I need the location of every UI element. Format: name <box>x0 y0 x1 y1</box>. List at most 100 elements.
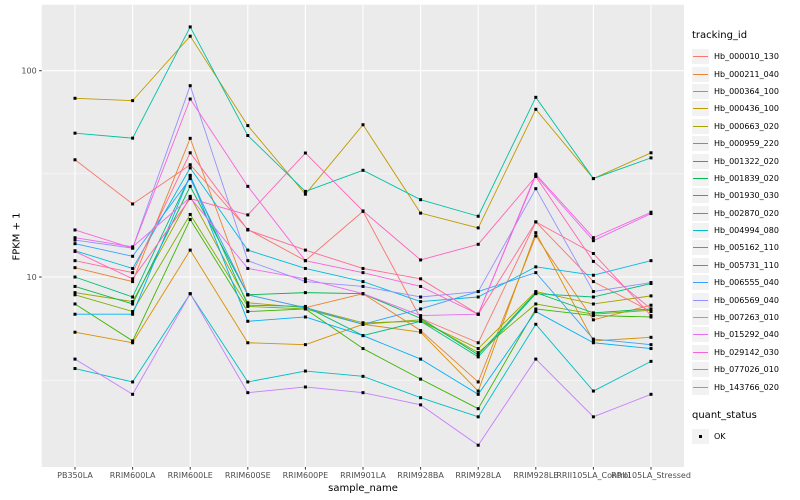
data-point-marker <box>303 369 307 373</box>
legend-quant-items: OK <box>692 428 798 445</box>
legend-title-tracking-id: tracking_id <box>692 30 748 41</box>
data-point-marker <box>419 403 423 407</box>
data-point-marker <box>73 228 77 232</box>
data-point-marker <box>73 266 77 270</box>
legend-key-swatch <box>692 257 709 273</box>
data-point-marker <box>591 302 595 306</box>
data-point-marker <box>476 443 480 447</box>
legend-key-line <box>693 125 708 127</box>
legend-item-Hb_002870_020: Hb_002870_020 <box>692 205 798 222</box>
data-point-marker <box>534 322 538 326</box>
legend-key-swatch <box>692 379 709 395</box>
data-point-marker <box>303 151 307 155</box>
data-point-marker <box>419 211 423 215</box>
legend-item-Hb_006555_040: Hb_006555_040 <box>692 274 798 291</box>
data-point-marker <box>361 123 365 127</box>
data-point-marker <box>246 228 250 232</box>
data-point-marker <box>131 271 135 275</box>
data-point-marker <box>188 173 192 177</box>
data-point-marker <box>591 318 595 322</box>
data-point-marker <box>188 163 192 167</box>
data-point-marker <box>246 380 250 384</box>
data-point-marker <box>246 310 250 314</box>
data-point-marker <box>419 284 423 288</box>
x-tick-label: RRIM600LE <box>168 471 213 480</box>
legend-key-swatch <box>692 118 709 134</box>
legend-item-label: Hb_143766_020 <box>714 382 779 392</box>
data-point-marker <box>361 374 365 378</box>
data-point-marker <box>476 214 480 218</box>
legend-key-swatch <box>692 310 709 326</box>
legend-key-line <box>693 247 708 249</box>
legend-title-quant-status: quant_status <box>692 409 757 421</box>
legend-key-swatch <box>692 205 709 221</box>
data-point-marker <box>188 212 192 216</box>
data-point-marker <box>534 302 538 306</box>
data-point-marker <box>361 322 365 326</box>
data-point-marker <box>361 321 365 325</box>
legend-key-swatch <box>692 170 709 186</box>
data-point-marker <box>188 25 192 29</box>
data-point-marker <box>534 175 538 179</box>
x-tick-label: PB350LA <box>57 471 93 480</box>
x-tick-label: RRIM928LA <box>455 471 501 480</box>
data-point-marker <box>419 314 423 318</box>
data-point-marker <box>649 151 653 155</box>
legend-key-line <box>693 386 708 388</box>
legend-key-swatch <box>692 292 709 308</box>
data-point-marker <box>73 242 77 246</box>
legend-item-label: Hb_015292_040 <box>714 330 779 340</box>
legend-item-label: Hb_077026_010 <box>714 365 779 375</box>
legend-item-Hb_005162_110: Hb_005162_110 <box>692 239 798 256</box>
data-point-marker <box>73 96 77 100</box>
data-point-marker <box>419 396 423 400</box>
legend-key-swatch <box>692 66 709 82</box>
legend-key-line <box>693 351 708 353</box>
data-point-marker <box>73 293 77 297</box>
x-axis-title: sample_name <box>328 483 398 494</box>
legend-key-swatch <box>692 362 709 378</box>
data-point-marker <box>419 277 423 281</box>
x-tick-label: RRIM928LE <box>513 471 558 480</box>
data-point-marker <box>303 315 307 319</box>
data-point-marker <box>591 389 595 393</box>
y-tick-label: 100 <box>21 67 36 76</box>
data-point-marker <box>303 385 307 389</box>
data-point-marker <box>591 280 595 284</box>
data-point-marker <box>361 284 365 288</box>
x-tick-label: RRIM600SE <box>225 471 271 480</box>
legend-key-swatch <box>692 83 709 99</box>
data-point-marker <box>476 407 480 411</box>
data-point-marker <box>131 310 135 314</box>
legend-item-Hb_006569_040: Hb_006569_040 <box>692 291 798 308</box>
data-point-marker <box>246 213 250 217</box>
data-point-marker <box>73 131 77 135</box>
data-point-marker <box>476 341 480 345</box>
data-point-marker <box>591 273 595 277</box>
data-point-marker <box>73 312 77 316</box>
legend-key-line <box>693 56 708 58</box>
data-point-marker <box>246 301 250 305</box>
y-tick-label: 10 <box>27 273 37 282</box>
legend-key-line <box>693 317 708 319</box>
legend-key-line <box>693 108 708 110</box>
legend-quant-status-block: quant_status OK <box>692 410 798 445</box>
legend-item-label: Hb_000663_020 <box>714 121 779 131</box>
legend-key-square-marker <box>699 435 702 438</box>
data-point-marker <box>73 302 77 306</box>
data-point-marker <box>73 158 77 162</box>
legend-key-swatch <box>692 188 709 204</box>
data-point-marker <box>188 292 192 296</box>
legend-item-Hb_000010_130: Hb_000010_130 <box>692 48 798 65</box>
data-point-marker <box>419 295 423 299</box>
legend-key-line <box>693 369 708 371</box>
data-point-marker <box>73 291 77 295</box>
data-point-marker <box>131 99 135 103</box>
data-point-marker <box>419 307 423 311</box>
data-point-marker <box>649 210 653 214</box>
data-point-marker <box>591 339 595 343</box>
data-point-marker <box>188 34 192 38</box>
data-point-marker <box>476 351 480 355</box>
